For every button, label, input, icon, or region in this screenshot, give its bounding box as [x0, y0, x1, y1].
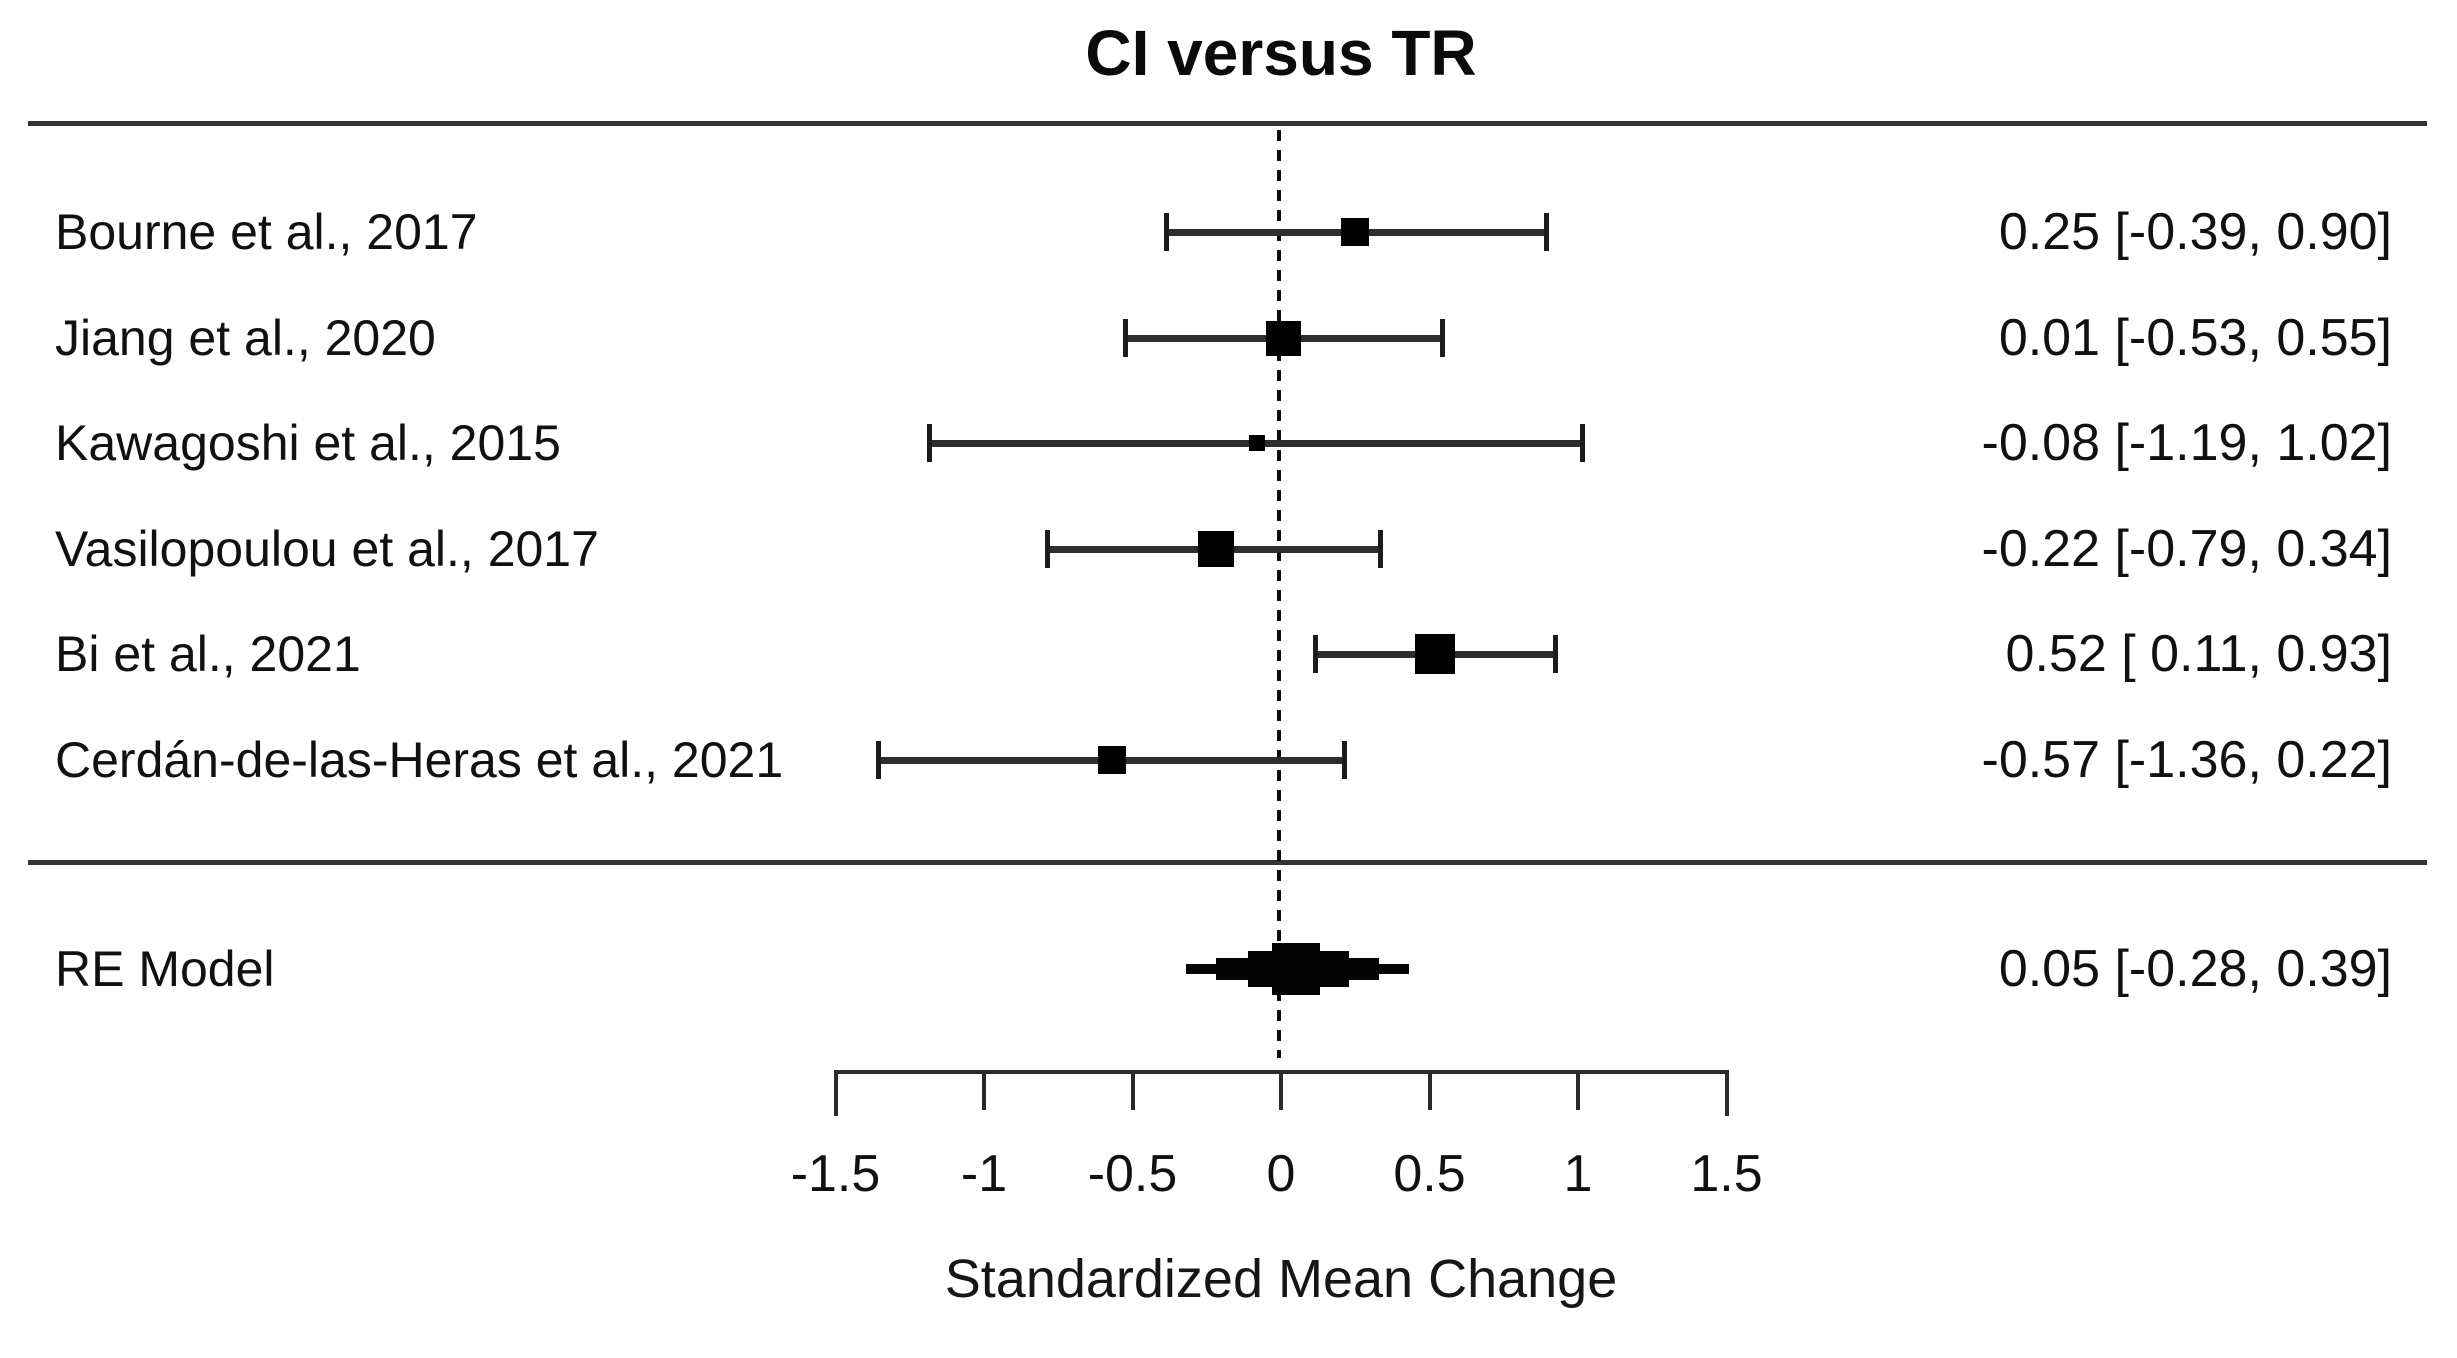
summary-diamond-slab-center: [1271, 943, 1320, 995]
ci-cap-right: [1553, 635, 1559, 673]
x-axis-tick-label: 1.5: [1690, 1145, 1763, 1203]
x-axis-tick-label: -1.5: [790, 1145, 881, 1203]
ci-cap-right: [1579, 424, 1585, 462]
ci-cap-right: [1544, 213, 1550, 251]
ci-cap-right: [1440, 319, 1446, 357]
estimate-marker: [1249, 435, 1266, 451]
ci-cap-left: [1164, 213, 1170, 251]
estimate-annotation: 0.52 [ 0.11, 0.93]: [2005, 625, 2392, 683]
ci-cap-right: [1377, 530, 1383, 568]
estimate-annotation: 0.25 [-0.39, 0.90]: [1998, 203, 2392, 261]
x-axis-tick: [833, 1072, 838, 1116]
x-axis-tick-label: 0.5: [1393, 1145, 1466, 1203]
estimate-marker: [1197, 531, 1234, 567]
top-rule: [28, 121, 2427, 126]
x-axis-tick-label: 1: [1563, 1145, 1593, 1203]
ci-cap-right: [1342, 741, 1348, 779]
study-label: Kawagoshi et al., 2015: [55, 415, 561, 471]
estimate-annotation: 0.01 [-0.53, 0.55]: [1998, 309, 2392, 367]
estimate-marker: [1341, 218, 1370, 246]
study-label: Jiang et al., 2020: [55, 310, 436, 366]
x-axis-tick: [1724, 1072, 1729, 1116]
estimate-marker: [1097, 746, 1126, 774]
study-label: Cerdán-de-las-Heras et al., 2021: [55, 732, 784, 788]
study-label: Vasilopoulou et al., 2017: [55, 521, 599, 577]
estimate-marker: [1266, 320, 1302, 356]
x-axis-tick: [1279, 1072, 1283, 1110]
estimate-marker: [1415, 634, 1456, 674]
x-axis-tick-label: -0.5: [1087, 1145, 1178, 1203]
ci-cap-left: [1122, 319, 1128, 357]
x-axis-tick: [1576, 1072, 1580, 1110]
ci-cap-left: [1045, 530, 1051, 568]
estimate-annotation: -0.22 [-0.79, 0.34]: [1981, 520, 2393, 578]
zero-reference-line: [1277, 130, 1281, 1058]
ci-cap-left: [1312, 635, 1318, 673]
x-axis-tick-label: 0: [1266, 1145, 1296, 1203]
plot-title: CI versus TR: [1085, 17, 1477, 89]
estimate-annotation: -0.08 [-1.19, 1.02]: [1981, 414, 2393, 472]
x-axis-tick-label: -1: [960, 1145, 1008, 1203]
x-axis-tick: [1427, 1072, 1432, 1110]
summary-annotation: 0.05 [-0.28, 0.39]: [1998, 940, 2392, 998]
ci-cap-left: [926, 424, 932, 462]
x-axis-title: Standardized Mean Change: [944, 1249, 1618, 1309]
ci-cap-left: [876, 741, 882, 779]
summary-label: RE Model: [55, 941, 275, 997]
estimate-annotation: -0.57 [-1.36, 0.22]: [1981, 731, 2393, 789]
x-axis-tick: [1130, 1072, 1135, 1110]
study-label: Bi et al., 2021: [55, 626, 361, 682]
study-label: Bourne et al., 2017: [55, 204, 478, 260]
summary-separator-rule: [28, 860, 2427, 865]
x-axis-tick: [982, 1072, 986, 1110]
